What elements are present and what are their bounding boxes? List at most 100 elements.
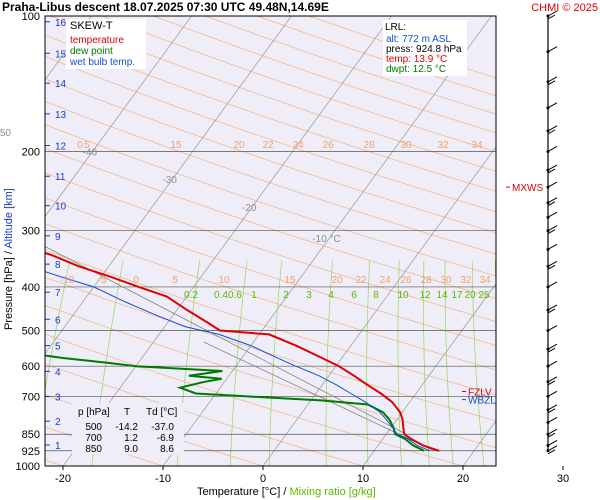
theta-label: 22 <box>262 140 274 151</box>
data-table-box <box>72 403 184 455</box>
isotherm-label: -20 <box>242 203 257 214</box>
wind-barb-flag <box>547 416 558 423</box>
theta-label-mid: 15 <box>284 275 296 286</box>
isotherm-label: -10 °C <box>312 234 340 245</box>
theta-label-mid: 28 <box>420 275 432 286</box>
wind-barb-flag <box>547 229 556 235</box>
x-axis-title-mixing: Mixing ratio [g/kg] <box>289 486 375 498</box>
legend-box <box>66 19 146 69</box>
dry-adiabat <box>45 249 496 396</box>
mixing-ratio-label: 0.2 <box>184 290 198 301</box>
pressure-tick-label: 700 <box>22 391 40 403</box>
table-row-3-t: 9.0 <box>124 444 138 455</box>
altitude-tick-label: 2 <box>55 417 61 428</box>
chart-title: Praha-Libus descent 18.07.2025 07:30 UTC… <box>2 0 329 14</box>
table-row-1-t: -14.2 <box>115 422 138 433</box>
theta-label-mid: -5 <box>98 275 107 286</box>
altitude-tick-label: 10 <box>55 202 67 213</box>
theta-label-mid: 10 <box>218 275 230 286</box>
legend-title: SKEW-T <box>70 20 113 32</box>
wind-barb-flag <box>547 201 556 207</box>
theta-label: 32 <box>437 140 449 151</box>
table-row-3-p: 850 <box>85 444 102 455</box>
marker-mxws: MXWS <box>512 183 543 194</box>
mixing-ratio-label: 20 <box>464 290 476 301</box>
table-row-2-p: 700 <box>85 433 102 444</box>
theta-label: 26 <box>322 140 334 151</box>
isotherm <box>262 146 496 466</box>
wind-barb-flag <box>547 225 558 232</box>
theta-label-mid: 5 <box>172 275 178 286</box>
mixing-ratio-label: 6 <box>351 290 357 301</box>
wind-barb-flag <box>547 428 558 435</box>
wind-barb-flag <box>547 197 558 204</box>
mixing-ratio-line <box>494 260 496 296</box>
theta-label-mid: 0 <box>133 275 139 286</box>
y-axis-title: Pressure [hPa] / Altitude [km] <box>3 188 15 330</box>
mixing-ratio-label: 0.4 <box>214 290 228 301</box>
marker-fzlv: FZLV <box>468 387 492 398</box>
pressure-tick-label: 600 <box>22 361 40 373</box>
wind-barb-flag <box>547 14 556 20</box>
theta-label-mid: 26 <box>400 275 412 286</box>
pressure-tick-label: 925 <box>22 446 40 458</box>
mixing-ratio-line <box>527 261 546 466</box>
theta-label: 28 <box>363 140 375 151</box>
table-header-td: Td [°C] <box>146 407 177 418</box>
pressure-tick-label: 500 <box>22 326 40 338</box>
wind-barb-flag <box>547 449 556 455</box>
isotherm <box>162 16 492 466</box>
mixing-ratio-label: 17 <box>451 290 463 301</box>
pressure-tick-label: 400 <box>22 282 40 294</box>
altitude-tick-label: 6 <box>55 315 61 326</box>
dry-adiabat <box>45 78 496 234</box>
lrl-alt: alt: 772 m ASL <box>386 34 451 45</box>
wind-barb-flag <box>547 129 556 135</box>
legend-wet-bulb: wet bulb temp. <box>69 57 135 68</box>
altitude-tick-label: 4 <box>55 367 61 378</box>
mixing-ratio-line <box>423 260 430 466</box>
table-row-2-t: 1.2 <box>124 433 138 444</box>
lrl-title: LRL: <box>385 22 406 33</box>
wind-barb-flag <box>547 181 558 188</box>
wind-barb-flag <box>547 102 558 109</box>
table-row-1-td: -37.0 <box>151 422 174 433</box>
theta-label: 15 <box>170 140 182 151</box>
mixing-ratio-label: 1 <box>251 290 257 301</box>
isotherm-label: -40 <box>83 147 98 158</box>
x-tick-label: -10 <box>155 473 171 485</box>
mixing-ratio-line <box>229 260 248 466</box>
altitude-tick-label: 11 <box>55 172 66 183</box>
lrl-dwpt: dwpt: 12.5 °C <box>386 64 446 75</box>
altitude-tick-label: 14 <box>55 79 67 90</box>
y-axis-title-sep: / <box>3 250 15 254</box>
isotherm-label: -30 <box>162 175 177 186</box>
wind-barbs <box>546 10 558 455</box>
table-header-t: T <box>124 407 130 418</box>
wind-barb-flag <box>547 343 558 350</box>
dry-adiabat <box>45 56 496 213</box>
wind-barb-flag <box>547 146 558 152</box>
x-tick-label: 20 <box>457 473 469 485</box>
wind-barb-flag <box>547 404 558 411</box>
mixing-ratio-label: 4 <box>328 290 334 301</box>
wind-barb-flag <box>547 360 558 367</box>
isotherm <box>45 16 192 218</box>
wind-barb-flag <box>547 304 558 311</box>
y-axis-title-pressure: Pressure [hPa] <box>3 257 15 330</box>
wind-barb-flag <box>547 432 556 438</box>
table-row-3-td: 8.6 <box>160 444 174 455</box>
x-axis-title: Temperature [°C] / Mixing ratio [g/kg] <box>197 486 376 498</box>
pressure-tick-label: 1000 <box>16 461 40 473</box>
wind-barb-flag <box>547 10 558 17</box>
x-axis-title-sep: / <box>283 486 287 498</box>
wind-barb-flag <box>547 125 558 132</box>
lrl-temp: temp: 13.9 °C <box>386 54 447 65</box>
mixing-ratio-label: 12 <box>419 290 431 301</box>
pressure-tick-label: 300 <box>22 226 40 238</box>
mixing-ratio-label: 8 <box>373 290 379 301</box>
altitude-tick-label: 15 <box>55 49 67 60</box>
dry-adiabat <box>45 276 496 422</box>
wind-barb-flag <box>547 46 558 53</box>
mixing-ratio-label: 3 <box>306 290 312 301</box>
